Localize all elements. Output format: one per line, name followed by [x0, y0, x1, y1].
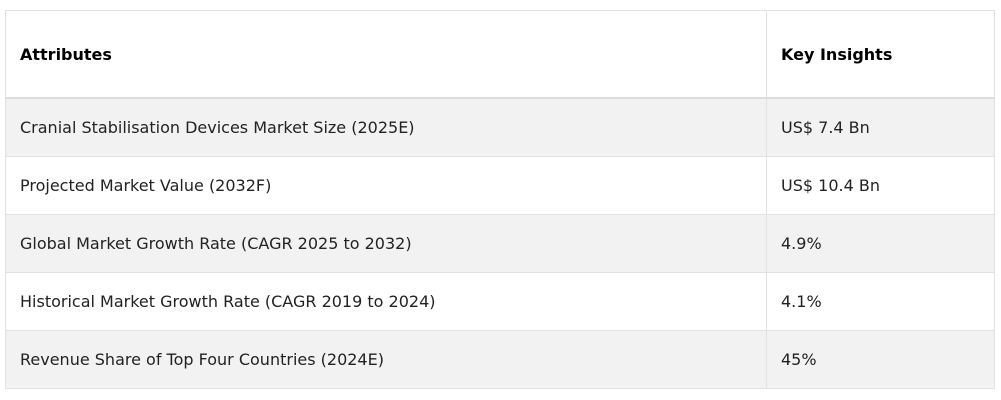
insights-table: Attributes Key Insights Cranial Stabilis…	[5, 10, 995, 389]
table-cell: US$ 10.4 Bn	[766, 156, 995, 215]
table-cell: 45%	[766, 330, 995, 389]
table-cell: US$ 7.4 Bn	[766, 97, 995, 157]
header-row: Attributes Key Insights	[5, 10, 995, 99]
table-row: Revenue Share of Top Four Countries (202…	[5, 330, 995, 389]
table-row: Cranial Stabilisation Devices Market Siz…	[5, 97, 995, 157]
header-cell: Attributes	[5, 10, 767, 99]
table-cell: 4.1%	[766, 272, 995, 331]
table-cell: Revenue Share of Top Four Countries (202…	[5, 330, 767, 389]
table-cell: Cranial Stabilisation Devices Market Siz…	[5, 97, 767, 157]
table-row: Projected Market Value (2032F) US$ 10.4 B…	[5, 156, 995, 215]
header-cell: Key Insights	[766, 10, 995, 99]
table-cell: Global Market Growth Rate (CAGR 2025 to …	[5, 214, 767, 273]
table-cell: 4.9%	[766, 214, 995, 273]
table-cell: Historical Market Growth Rate (CAGR 2019…	[5, 272, 767, 331]
table-row: Global Market Growth Rate (CAGR 2025 to …	[5, 214, 995, 273]
table-cell: Projected Market Value (2032F)	[5, 156, 767, 215]
table-row: Historical Market Growth Rate (CAGR 2019…	[5, 272, 995, 331]
